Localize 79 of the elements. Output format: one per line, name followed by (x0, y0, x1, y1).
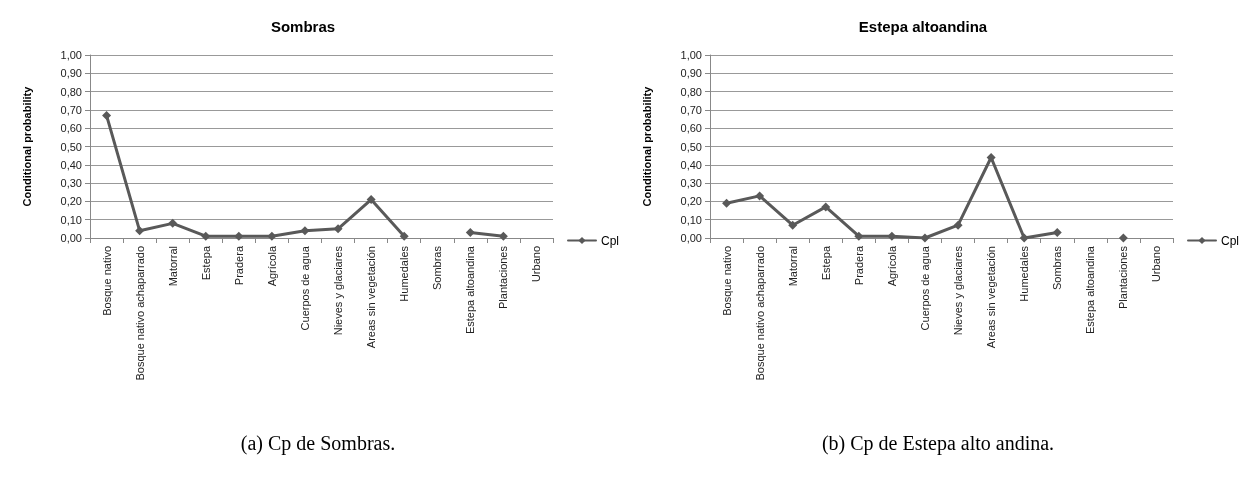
y-tick-label: 0,20 (60, 195, 82, 208)
y-tick-label: 0,70 (60, 103, 82, 116)
x-tick-label: Estepa (199, 245, 212, 281)
text: (a) Cp de Sombras. (240, 432, 396, 455)
x-tick-label: Cuerpos de agua (298, 245, 311, 331)
x-tick-label: Estepa altoandina (1084, 245, 1097, 335)
x-tick-label: Cuerpos de agua (918, 245, 931, 331)
y-tick-label: 0,60 (60, 122, 82, 135)
y-tick-label: 0,90 (60, 67, 82, 80)
x-tick-label: Bosque nativo (720, 246, 733, 316)
point (102, 110, 112, 120)
x-tick-label: Plantaciones (1117, 245, 1130, 309)
y-tick-label: 0,50 (60, 140, 82, 153)
y-tick-label: 0,10 (60, 213, 82, 226)
point (333, 224, 343, 234)
legend-label: Cpl (1220, 233, 1240, 248)
y-tick-label: 0,00 (680, 232, 702, 244)
point (986, 152, 996, 162)
x-tick-label: Bosque nativo (100, 246, 113, 316)
point (498, 231, 508, 241)
legend-label: Cpl (600, 233, 620, 248)
x-tick-label: Agrícola (265, 245, 278, 287)
x-tick-label: Urbano (1150, 246, 1163, 283)
x-tick-label: Plantaciones (497, 245, 510, 309)
x-tick-label: Matorral (166, 246, 179, 287)
point (234, 231, 244, 241)
x-tick-label: Humedales (398, 245, 411, 302)
point (1118, 233, 1128, 243)
y-tick-label: 1,00 (680, 49, 702, 61)
x-tick-label: Nieves y glaciares (952, 245, 965, 336)
x-tick-label: Agrícola (885, 245, 898, 287)
text: (b) Cp de Estepa alto andina. (821, 432, 1055, 455)
x-tick-label: Pradera (232, 245, 245, 286)
point (1019, 233, 1029, 243)
x-tick-label: Matorral (786, 246, 799, 287)
x-tick-label: Bosque nativo achaparrado (133, 246, 146, 381)
y-tick-label: 0,10 (680, 213, 702, 226)
y-tick-label: 0,60 (680, 122, 702, 135)
chart-title: Estepa altoandina (858, 18, 988, 35)
y-tick-label: 1,00 (60, 49, 82, 61)
point (854, 231, 864, 241)
point (366, 195, 376, 205)
y-tick-label: 0,30 (60, 177, 82, 190)
point (399, 231, 409, 241)
x-tick-label: Bosque nativo achaparrado (753, 246, 766, 381)
point (1052, 228, 1062, 238)
point (267, 231, 277, 241)
point (821, 202, 831, 212)
point (168, 218, 178, 228)
x-tick-label: Areas sin vegetación (365, 246, 378, 349)
x-tick-label: Areas sin vegetación (985, 246, 998, 349)
point (135, 226, 145, 236)
point (465, 228, 475, 238)
x-tick-label: Urbano (530, 246, 543, 283)
point (953, 220, 963, 230)
y-tick-label: 0,00 (60, 232, 82, 244)
x-tick-label: Pradera (852, 245, 865, 286)
y-tick-label: 0,70 (680, 103, 702, 116)
y-tick-label: 0,90 (680, 67, 702, 80)
x-tick-label: Sombras (431, 245, 444, 291)
x-tick-label: Estepa altoandina (464, 245, 477, 335)
y-tick-label: 0,50 (680, 140, 702, 153)
point (755, 191, 765, 201)
chart-title: Sombras (270, 18, 336, 35)
y-tick-label: 0,40 (60, 158, 82, 171)
point (920, 233, 930, 243)
y-tick-label: 0,80 (60, 85, 82, 98)
y-tick-label: 0,20 (680, 195, 702, 208)
y-tick-label: 0,80 (680, 85, 702, 98)
x-tick-label: Humedales (1018, 245, 1031, 302)
point (722, 198, 732, 208)
y-axis-title: Conditional probability (20, 85, 33, 207)
point (788, 220, 798, 230)
x-tick-label: Nieves y glaciares (332, 245, 345, 336)
y-tick-label: 0,40 (680, 158, 702, 171)
y-axis-title: Conditional probability (640, 85, 653, 207)
x-tick-label: Sombras (1051, 245, 1064, 291)
y-tick-label: 0,30 (680, 177, 702, 190)
x-tick-label: Estepa (819, 245, 832, 281)
